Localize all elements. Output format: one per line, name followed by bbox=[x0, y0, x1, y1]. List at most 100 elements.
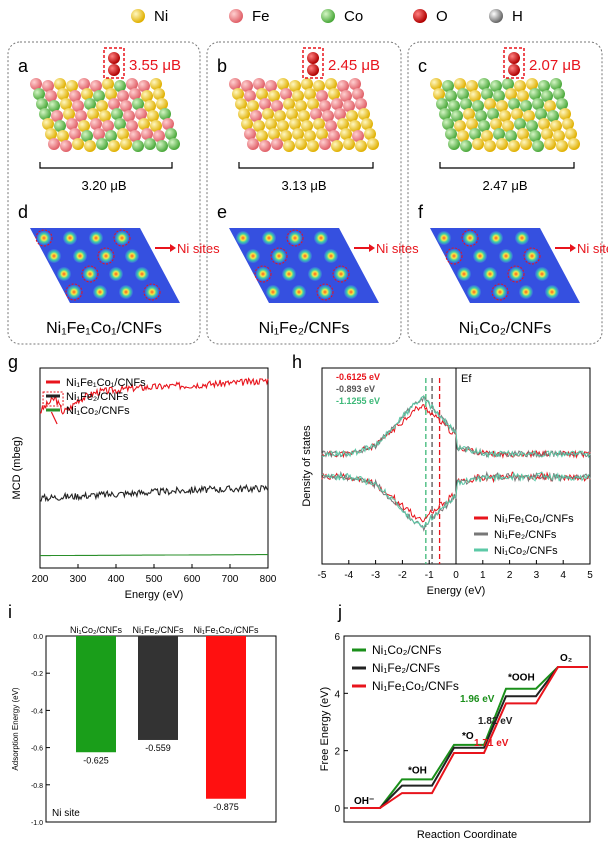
atom-ball bbox=[490, 80, 502, 92]
bar-value-label: -0.875 bbox=[213, 802, 239, 812]
atom-ball bbox=[463, 108, 475, 120]
atom-ball bbox=[313, 80, 325, 92]
x-tick-label: 200 bbox=[32, 574, 49, 585]
legend-label-o: O bbox=[436, 8, 448, 25]
atom-ball bbox=[493, 128, 505, 140]
atom-ball bbox=[472, 138, 484, 150]
ni-site-marker bbox=[97, 247, 115, 265]
atom-ball bbox=[529, 88, 541, 100]
atom-ball bbox=[532, 98, 544, 110]
atom-ball bbox=[162, 118, 174, 130]
atom-ball bbox=[66, 118, 78, 130]
charge-density-map bbox=[229, 228, 379, 303]
atom-ball bbox=[466, 80, 478, 92]
atom-ball bbox=[334, 108, 346, 120]
atom-ball bbox=[307, 98, 319, 110]
atom-ball bbox=[102, 120, 114, 132]
density-blob bbox=[324, 249, 338, 263]
series-line-0 bbox=[39, 377, 269, 415]
atom-ball bbox=[262, 108, 274, 120]
density-blob bbox=[467, 285, 481, 299]
panel-letter: d bbox=[18, 202, 28, 222]
panel-letter: b bbox=[217, 56, 227, 76]
atom-ball bbox=[247, 100, 259, 112]
density-blob bbox=[493, 285, 507, 299]
atom-ball bbox=[472, 100, 484, 112]
catalyst-name: Ni₁Fe₁Co₁/CNFs bbox=[46, 320, 162, 337]
energy-marker-label: -1.1255 eV bbox=[336, 396, 380, 406]
atom-ball bbox=[526, 78, 538, 90]
atom-ball bbox=[129, 130, 141, 142]
atom-ball bbox=[93, 90, 105, 102]
atom-ball bbox=[274, 110, 286, 122]
x-axis-label: Energy (eV) bbox=[125, 589, 184, 601]
mcd-chart: g 200 300 400 500 600 700 800 Energy (eV) MCD (mb… bbox=[8, 352, 277, 601]
density-blob bbox=[119, 285, 133, 299]
atom-ball bbox=[454, 78, 466, 90]
atom-ball bbox=[325, 120, 337, 132]
atom-ball bbox=[292, 90, 304, 102]
x-tick-label: 300 bbox=[70, 574, 87, 585]
atom-ball bbox=[141, 128, 153, 140]
atom-ball bbox=[364, 128, 376, 140]
adsorption-energy-chart: i 0.0 -0.2 -0.4 -0.6 -0.8 -1.0 Adsorption Energ… bbox=[8, 602, 277, 827]
ni-site-marker bbox=[445, 247, 463, 265]
x-axis-label: Energy (eV) bbox=[427, 585, 486, 597]
atom-ball bbox=[568, 138, 580, 150]
atom-ball bbox=[457, 130, 469, 142]
density-blob bbox=[334, 267, 348, 281]
atom-ball bbox=[319, 100, 331, 112]
atom-ball bbox=[310, 108, 322, 120]
atom-ball bbox=[141, 90, 153, 102]
atom-ball bbox=[96, 138, 108, 150]
legend-ball-o bbox=[413, 9, 427, 23]
y-axis-label: Free Energy (eV) bbox=[319, 687, 331, 771]
series-line-1 bbox=[39, 483, 269, 503]
oxygen-ball bbox=[508, 52, 520, 64]
atom-ball bbox=[475, 110, 487, 122]
density-blob bbox=[308, 267, 322, 281]
atom-ball bbox=[138, 80, 150, 92]
atom-ball bbox=[526, 120, 538, 132]
legend-label: Ni₁Fe₂/CNFs bbox=[66, 391, 129, 403]
dos-spin-up-2 bbox=[321, 395, 591, 459]
atom-ball bbox=[295, 100, 307, 112]
atom-ball bbox=[244, 128, 256, 140]
atom-ball bbox=[340, 90, 352, 102]
atom-ball bbox=[253, 120, 265, 132]
atom-ball bbox=[84, 98, 96, 110]
y-axis-label: MCD (mbeg) bbox=[11, 437, 23, 500]
atom-ball bbox=[232, 88, 244, 100]
atom-ball bbox=[328, 88, 340, 100]
legend-label: Ni₁Co₂/CNFs bbox=[372, 643, 441, 657]
panel-letter: i bbox=[8, 602, 12, 622]
panel-letter: h bbox=[292, 352, 302, 372]
atom-ball bbox=[556, 140, 568, 152]
atom-legend: Ni Fe Co O H bbox=[131, 8, 523, 25]
ni-site-marker bbox=[254, 265, 272, 283]
atom-ball bbox=[244, 90, 256, 102]
atom-ball bbox=[42, 118, 54, 130]
atom-ball bbox=[117, 128, 129, 140]
atom-ball bbox=[442, 118, 454, 130]
atom-ball bbox=[256, 130, 268, 142]
ni-site-marker bbox=[332, 265, 350, 283]
atom-ball bbox=[469, 90, 481, 102]
energy-marker-label: -0.893 eV bbox=[336, 384, 375, 394]
legend-ball-fe bbox=[229, 9, 243, 23]
atom-ball bbox=[295, 138, 307, 150]
atom-ball bbox=[499, 110, 511, 122]
atom-ball bbox=[505, 130, 517, 142]
atom-ball bbox=[238, 108, 250, 120]
atom-ball bbox=[544, 138, 556, 150]
density-blob bbox=[509, 267, 523, 281]
category-label: Ni₁Fe₂/CNFs bbox=[132, 625, 184, 635]
atom-ball bbox=[541, 128, 553, 140]
charge-density-map bbox=[30, 228, 180, 303]
atom-ball bbox=[105, 130, 117, 142]
y-tick-label: -0.4 bbox=[31, 708, 43, 715]
oxygen-moment: 2.07 μB bbox=[529, 57, 581, 74]
adsorbate-highlight bbox=[503, 47, 525, 79]
atom-ball bbox=[259, 140, 271, 152]
